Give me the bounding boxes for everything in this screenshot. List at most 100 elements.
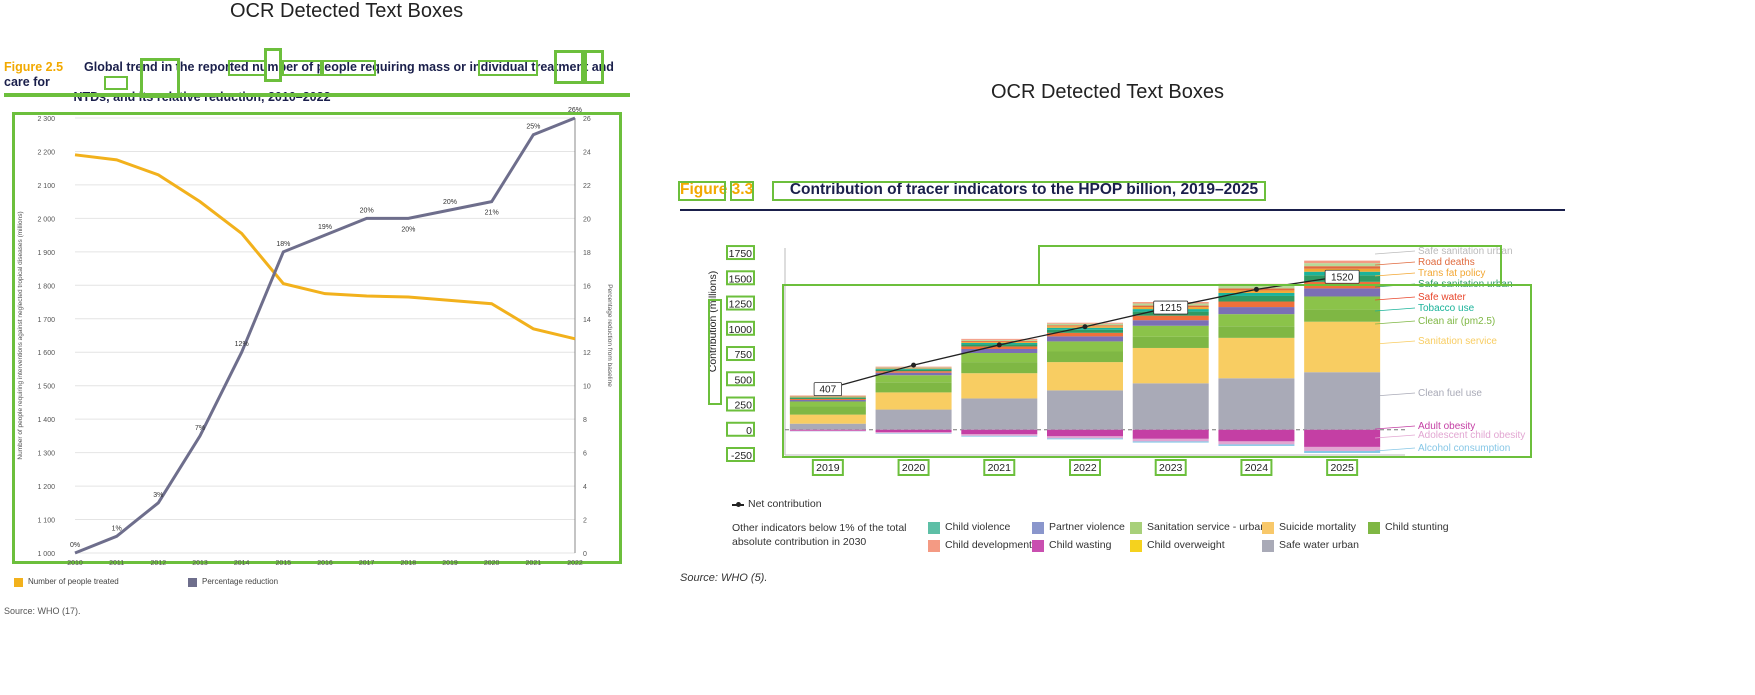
legend-label-reduction: Percentage reduction <box>202 577 279 586</box>
right-series-label: Alcohol consumption <box>1418 443 1510 454</box>
bar-segment-negative <box>789 429 866 431</box>
right-label-leader <box>1374 434 1416 439</box>
bar-segment <box>789 406 866 415</box>
ocr-box <box>1326 459 1359 476</box>
bar-segment <box>1047 322 1123 324</box>
y2-tick-label: 14 <box>583 317 591 324</box>
bar-segment-negative <box>1047 438 1123 440</box>
ocr-box <box>726 421 755 437</box>
bar-segment <box>789 397 866 398</box>
bar-segment <box>1047 362 1123 391</box>
net-label-box <box>1324 269 1360 284</box>
bar-segment <box>789 398 866 400</box>
data-label: 20% <box>360 207 374 214</box>
bar-segment <box>1218 301 1295 308</box>
y-tick-label: 1250 <box>729 299 753 311</box>
right-label-leader <box>1374 447 1416 452</box>
right-series-label: Sanitation service <box>1418 336 1497 347</box>
bar-segment <box>1304 263 1381 267</box>
bar-segment <box>1132 383 1209 430</box>
bar-segment <box>875 382 952 393</box>
bar-segment-negative <box>961 435 1038 437</box>
y-tick-label: 1 500 <box>37 384 55 391</box>
x-tick-label: 2022 <box>567 560 583 567</box>
right-label-leader <box>1374 340 1416 345</box>
left-line-chart: 1 000 1 100 1 200 1 300 1 400 1 500 1 600 1 700… <box>17 107 613 567</box>
bar-segment-negative <box>1132 441 1209 443</box>
y2-tick-label: 18 <box>583 250 591 257</box>
bar-segment <box>789 399 866 402</box>
bar-segment <box>961 341 1038 343</box>
data-label: 21% <box>485 210 499 217</box>
bar-segment <box>1218 307 1295 315</box>
left-figure-title-line1: Global trend in the reported number of p… <box>4 60 614 89</box>
left-chart-ocr-box <box>12 112 622 564</box>
bar-segment <box>1132 325 1209 337</box>
x-tick-label: 2024 <box>1245 462 1269 474</box>
x-tick-label: 2018 <box>401 560 417 567</box>
bar-segment <box>789 397 866 399</box>
bar-segment <box>961 338 1038 340</box>
left-ocr-box <box>104 76 128 90</box>
right-ocr-box <box>782 284 1532 458</box>
bar-segment <box>875 372 952 376</box>
ocr-box <box>897 459 930 476</box>
legend-label: Sanitation service - urban <box>1147 521 1267 533</box>
right-series-label: Safe water <box>1418 292 1466 303</box>
right-ocr-box <box>1038 245 1502 285</box>
right-series-label: Trans fat policy <box>1418 268 1485 279</box>
y2-tick-label: 2 <box>583 518 587 525</box>
net-label: 1520 <box>1331 272 1354 283</box>
legend-label: Safe water urban <box>1279 539 1359 551</box>
x-tick-label: 2022 <box>1073 462 1097 474</box>
net-contribution-point <box>996 342 1002 348</box>
y2-tick-label: 22 <box>583 183 591 190</box>
left-ocr-box <box>282 60 322 76</box>
bar-segment <box>1132 320 1209 326</box>
bar-segment-negative <box>1304 446 1381 451</box>
legend-label: Partner violence <box>1049 521 1125 533</box>
left-ocr-box <box>584 50 604 84</box>
y-tick-label: 1 900 <box>37 250 55 257</box>
y-tick-label: 1 300 <box>37 451 55 458</box>
net-label-box <box>1153 300 1189 315</box>
x-tick-label: 2019 <box>442 560 458 567</box>
bar-segment <box>875 371 952 373</box>
y-tick-label: 1 600 <box>37 350 55 357</box>
left-panel-heading: OCR Detected Text Boxes <box>230 0 464 22</box>
bar-segment <box>1304 260 1381 264</box>
series-line-treated <box>74 153 576 341</box>
ocr-box <box>811 459 844 476</box>
ocr-box <box>726 245 755 261</box>
bar-segment <box>875 409 952 430</box>
bar-segment-negative <box>1047 436 1123 439</box>
right-ocr-box <box>730 181 754 201</box>
right-series-label: Road deaths <box>1418 257 1475 268</box>
y-tick-label: -250 <box>731 450 752 462</box>
right-figure-title: Figure 3.3 Contribution of tracer indica… <box>680 181 1258 199</box>
left-ocr-box <box>322 60 376 76</box>
bar-segment-negative <box>1047 429 1123 437</box>
bar-segment-negative <box>961 429 1038 435</box>
x-tick-label: 2011 <box>109 560 124 567</box>
right-stacked-chart: -25002505007501000125015001750Contributi… <box>707 245 1525 476</box>
right-series-label: Adult obesity <box>1418 421 1475 432</box>
legend-swatch <box>928 540 940 552</box>
legend-swatch <box>1032 540 1044 552</box>
right-title-rule <box>680 209 1565 211</box>
x-tick-label: 2021 <box>526 560 542 567</box>
bar-segment-negative <box>1132 429 1209 439</box>
legend-swatch-treated <box>14 578 23 587</box>
ocr-box <box>726 295 755 311</box>
ocr-box <box>983 459 1016 476</box>
x-tick-label: 2012 <box>151 560 167 567</box>
bar-segment <box>961 398 1038 430</box>
bar-segment <box>961 362 1038 374</box>
ocr-box <box>1069 459 1101 476</box>
x-tick-label: 2016 <box>317 560 333 567</box>
x-tick-label: 2020 <box>902 462 926 474</box>
data-label: 19% <box>318 224 332 231</box>
ocr-box <box>1240 459 1273 476</box>
bar-segment <box>875 369 952 372</box>
x-tick-label: 2019 <box>816 462 840 474</box>
